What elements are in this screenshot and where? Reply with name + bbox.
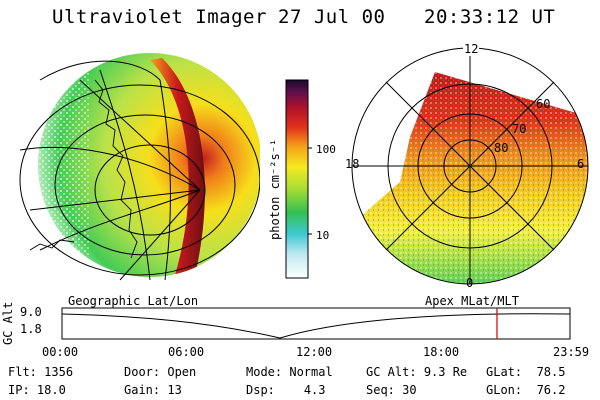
mlt-label-18: 18 <box>345 157 360 171</box>
timeline-xtick-2359: 23:59 <box>553 345 590 359</box>
altitude-timeline <box>61 307 571 340</box>
colorbar-tick-10: 10 <box>316 229 330 242</box>
status-dsp: Dsp: 4.3 <box>246 383 326 397</box>
status-mode: Mode: Normal <box>246 365 333 379</box>
timeline-xtick-1200: 12:00 <box>296 345 333 359</box>
status-glon: GLon: 76.2 <box>486 383 566 397</box>
status-gc-alt: GC Alt: 9.3 Re <box>366 365 468 379</box>
timeline-xtick-1800: 18:00 <box>423 345 460 359</box>
timeline-xtick-0000: 00:00 <box>42 345 79 359</box>
observation-date: 27 Jul 00 <box>278 6 386 28</box>
left-panel-caption: Geographic Lat/Lon <box>68 294 199 308</box>
timeline-ytick-bottom: 1.8 <box>20 322 42 336</box>
status-glat: GLat: 78.5 <box>486 365 566 379</box>
status-seq: Seq: 30 <box>366 383 417 397</box>
mlat-label-80: 80 <box>494 141 509 155</box>
right-panel-caption: Apex MLat/MLT <box>425 294 519 308</box>
timeline-ytick-top: 9.0 <box>20 305 42 319</box>
mlt-label-6: 6 <box>577 157 585 171</box>
mlat-mlt-image <box>351 47 589 285</box>
geographic-image <box>19 53 260 281</box>
status-gain: Gain: 13 <box>124 383 182 397</box>
timeline-xtick-0600: 06:00 <box>168 345 205 359</box>
mlat-label-60: 60 <box>536 97 551 111</box>
observation-time: 20:33:12 UT <box>424 6 556 28</box>
status-ip: IP: 18.0 <box>8 383 66 397</box>
colorbar-unit-label: photon cm⁻²s⁻¹ <box>268 138 282 240</box>
status-door: Door: Open <box>124 365 197 379</box>
status-flight: Flt: 1356 <box>8 365 74 379</box>
instrument-title: Ultraviolet Imager <box>52 6 267 28</box>
color-scale <box>285 79 312 279</box>
timeline-ylabel: GC Alt <box>1 301 15 345</box>
mlt-label-12: 12 <box>463 42 480 56</box>
mlt-label-0: 0 <box>466 276 474 290</box>
colorbar-tick-100: 100 <box>316 143 336 156</box>
mlat-label-70: 70 <box>512 122 527 136</box>
